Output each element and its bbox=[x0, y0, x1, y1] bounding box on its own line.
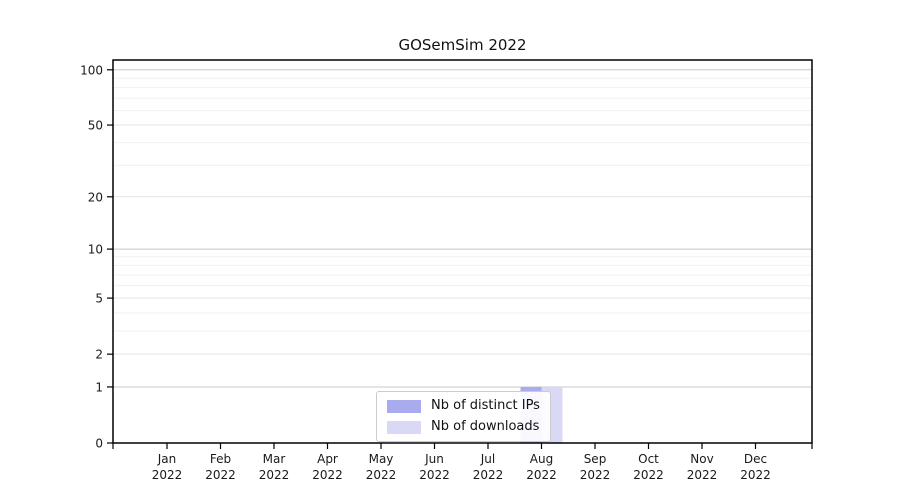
x-tick-label-month: Jan bbox=[157, 452, 177, 466]
x-tick-label-year: 2022 bbox=[312, 468, 343, 482]
x-tick-label-month: Nov bbox=[690, 452, 713, 466]
legend-label-downloads: Nb of downloads bbox=[431, 419, 540, 434]
x-tick-label-year: 2022 bbox=[473, 468, 504, 482]
x-tick-label-month: Feb bbox=[210, 452, 231, 466]
y-tick-label: 5 bbox=[95, 292, 103, 306]
y-tick-label: 10 bbox=[88, 243, 103, 257]
y-tick-label: 1 bbox=[95, 380, 103, 394]
x-tick-label-year: 2022 bbox=[633, 468, 664, 482]
y-tick-label: 50 bbox=[88, 119, 103, 133]
legend: Nb of distinct IPs Nb of downloads bbox=[376, 391, 551, 442]
x-tick-label-month: Mar bbox=[263, 452, 286, 466]
x-tick-label-year: 2022 bbox=[152, 468, 183, 482]
chart-title: GOSemSim 2022 bbox=[398, 36, 527, 54]
legend-label-distinct-ips: Nb of distinct IPs bbox=[431, 398, 540, 413]
x-tick-label-month: May bbox=[369, 452, 394, 466]
x-tick-label-year: 2022 bbox=[526, 468, 557, 482]
x-tick-label-year: 2022 bbox=[259, 468, 290, 482]
x-tick-label-year: 2022 bbox=[205, 468, 236, 482]
x-tick-label-year: 2022 bbox=[740, 468, 771, 482]
y-tick-label: 2 bbox=[95, 348, 103, 362]
legend-item-distinct-ips: Nb of distinct IPs bbox=[387, 398, 540, 414]
x-tick-label-year: 2022 bbox=[580, 468, 611, 482]
y-tick-label: 0 bbox=[95, 437, 103, 451]
plot-frame bbox=[112, 59, 813, 444]
x-tick-label-year: 2022 bbox=[419, 468, 450, 482]
y-tick-label: 20 bbox=[88, 190, 103, 204]
x-tick-label-month: Sep bbox=[584, 452, 607, 466]
x-tick-label-month: Aug bbox=[530, 452, 553, 466]
x-tick-label-month: Apr bbox=[317, 452, 338, 466]
legend-swatch-downloads bbox=[387, 420, 421, 434]
legend-swatch-distinct-ips bbox=[387, 399, 421, 413]
x-tick-label-month: Oct bbox=[638, 452, 659, 466]
y-tick-label: 100 bbox=[80, 63, 103, 77]
legend-item-downloads: Nb of downloads bbox=[387, 419, 540, 435]
x-tick-label-month: Dec bbox=[744, 452, 767, 466]
x-tick-label-month: Jun bbox=[424, 452, 444, 466]
x-tick-label-year: 2022 bbox=[366, 468, 397, 482]
x-tick-label-month: Jul bbox=[480, 452, 495, 466]
x-tick-label-year: 2022 bbox=[687, 468, 718, 482]
